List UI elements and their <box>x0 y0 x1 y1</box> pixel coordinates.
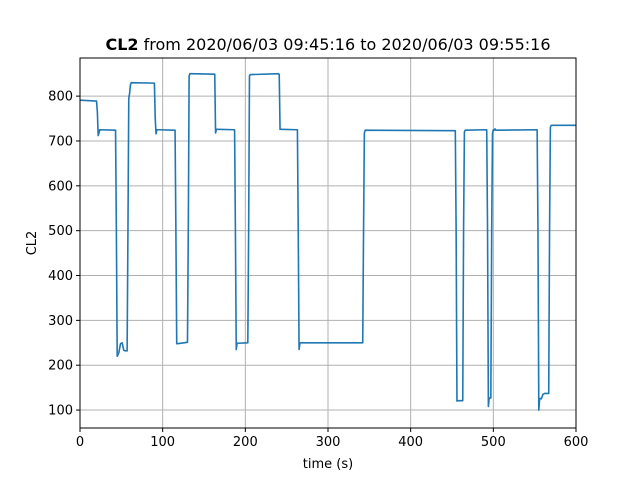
y-tick-label: 600 <box>48 179 73 194</box>
grid-lines <box>79 58 577 428</box>
x-tick-label: 600 <box>564 435 589 450</box>
x-tick-label: 500 <box>481 435 506 450</box>
y-tick-label: 200 <box>48 359 73 374</box>
series-group <box>79 72 576 411</box>
y-tick-label: 800 <box>48 90 73 105</box>
chart-title: CL2 from 2020/06/03 09:45:16 to 2020/06/… <box>105 35 550 54</box>
x-tick-label: 0 <box>76 435 84 450</box>
y-tick-label: 100 <box>48 404 73 419</box>
y-axis-label: CL2 <box>25 231 40 256</box>
x-tick-label: 300 <box>316 435 341 450</box>
series-line <box>79 72 576 411</box>
x-axis-label: time (s) <box>303 457 353 472</box>
x-axis-ticks: 0 100 200 300 400 500 600 <box>76 428 589 450</box>
y-axis-ticks: 100 200 300 400 500 600 700 800 <box>48 90 80 419</box>
y-tick-label: 700 <box>48 134 73 149</box>
y-tick-label: 500 <box>48 224 73 239</box>
chart-title-bold: CL2 <box>105 35 138 54</box>
y-tick-label: 400 <box>48 269 73 284</box>
chart-title-rest: from 2020/06/03 09:45:16 to 2020/06/03 0… <box>139 35 551 54</box>
x-tick-label: 100 <box>150 435 175 450</box>
x-tick-label: 200 <box>233 435 258 450</box>
x-tick-label: 400 <box>398 435 423 450</box>
y-tick-label: 300 <box>48 314 73 329</box>
